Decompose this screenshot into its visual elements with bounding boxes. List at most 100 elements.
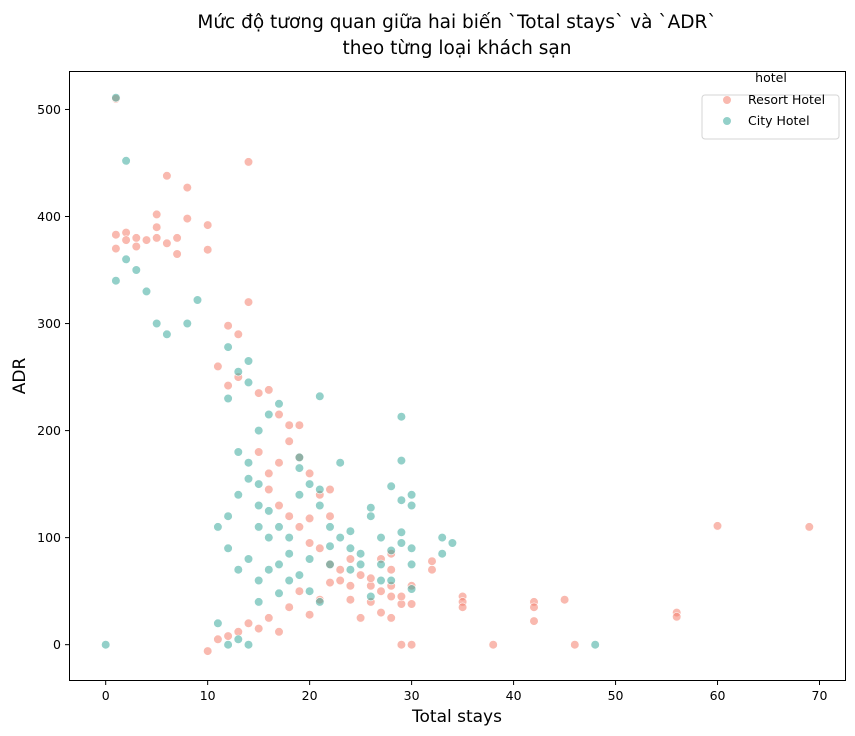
data-point — [111, 93, 121, 103]
data-point — [162, 329, 172, 339]
data-point — [407, 543, 417, 553]
data-point — [315, 543, 325, 553]
data-point — [712, 521, 723, 531]
data-point — [264, 532, 274, 543]
legend-marker — [722, 95, 732, 105]
data-point — [407, 640, 417, 650]
x-tick-label: 20 — [302, 688, 318, 703]
data-point — [274, 627, 284, 637]
data-point — [386, 565, 396, 575]
data-point — [488, 640, 498, 650]
data-point — [305, 468, 315, 479]
x-tick-label: 60 — [710, 688, 726, 703]
data-point — [243, 157, 254, 167]
x-tick-label: 40 — [506, 688, 522, 703]
data-point — [254, 597, 264, 607]
data-point — [223, 393, 233, 404]
data-point — [203, 220, 213, 230]
data-point — [182, 318, 192, 329]
data-point — [284, 420, 294, 430]
data-point — [325, 559, 335, 570]
data-point — [274, 399, 284, 409]
data-point — [407, 584, 417, 594]
data-point — [325, 522, 335, 532]
data-point — [315, 500, 325, 511]
data-point — [366, 511, 376, 521]
data-point — [335, 575, 345, 586]
data-point — [192, 295, 203, 305]
data-point — [407, 559, 417, 570]
data-point — [437, 532, 447, 543]
data-point — [376, 607, 386, 618]
legend-title: hotel — [755, 70, 787, 85]
data-point — [243, 640, 254, 650]
data-point — [294, 522, 305, 532]
chart-title-line-1: Mức độ tương quan giữa hai biến `Total s… — [197, 12, 716, 33]
data-point — [672, 612, 682, 622]
data-point — [203, 245, 213, 255]
data-point — [407, 500, 417, 511]
data-point — [254, 575, 264, 586]
data-point — [233, 634, 243, 644]
legend-label: City Hotel — [748, 113, 810, 128]
data-point — [366, 573, 376, 583]
legend-box — [701, 94, 840, 140]
plot-frame — [69, 71, 846, 681]
data-point — [345, 554, 356, 564]
data-point — [233, 565, 243, 575]
data-point — [264, 468, 274, 479]
legend-label: Resort Hotel — [748, 92, 825, 107]
data-point — [254, 388, 264, 398]
data-point — [376, 532, 386, 543]
data-point — [305, 610, 315, 620]
y-tick-label: 0 — [53, 637, 61, 652]
data-point — [529, 602, 539, 612]
data-point — [264, 409, 274, 420]
data-point — [152, 233, 162, 243]
data-point — [141, 235, 152, 245]
data-point — [233, 490, 243, 500]
data-point — [437, 549, 447, 559]
data-point — [386, 481, 396, 491]
x-tick-label: 70 — [812, 688, 828, 703]
data-point — [162, 238, 172, 248]
data-point — [376, 586, 386, 596]
data-point — [396, 591, 407, 602]
data-point — [284, 575, 294, 586]
data-point — [243, 458, 254, 468]
data-point — [223, 511, 233, 521]
data-point — [345, 581, 356, 591]
data-point — [243, 377, 254, 388]
data-point — [223, 321, 233, 331]
data-point — [396, 456, 407, 466]
data-point — [152, 209, 162, 219]
data-point — [162, 171, 172, 181]
legend-entries: Resort Hotel City Hotel — [722, 92, 825, 128]
x-tick-label: 30 — [404, 688, 420, 703]
data-point — [294, 452, 305, 463]
data-point — [111, 230, 121, 240]
data-point — [325, 541, 335, 551]
y-tick-label: 100 — [37, 530, 61, 545]
data-point — [386, 613, 396, 623]
x-axis-label: Total stays — [411, 707, 502, 727]
data-point — [325, 577, 335, 588]
data-point — [264, 565, 274, 575]
data-point — [152, 318, 162, 329]
data-point — [396, 495, 407, 505]
data-point — [407, 490, 417, 500]
data-point — [529, 616, 539, 626]
data-point — [264, 484, 274, 495]
legend-marker — [722, 116, 732, 126]
data-point — [213, 361, 223, 372]
data-point — [182, 183, 192, 193]
data-point — [243, 474, 254, 484]
data-point — [284, 436, 294, 446]
data-point — [345, 526, 356, 536]
data-point — [804, 522, 814, 532]
data-point — [131, 265, 141, 275]
data-point — [223, 543, 233, 553]
data-point — [274, 458, 284, 468]
y-tick-label: 400 — [37, 209, 61, 224]
data-point — [233, 329, 243, 339]
